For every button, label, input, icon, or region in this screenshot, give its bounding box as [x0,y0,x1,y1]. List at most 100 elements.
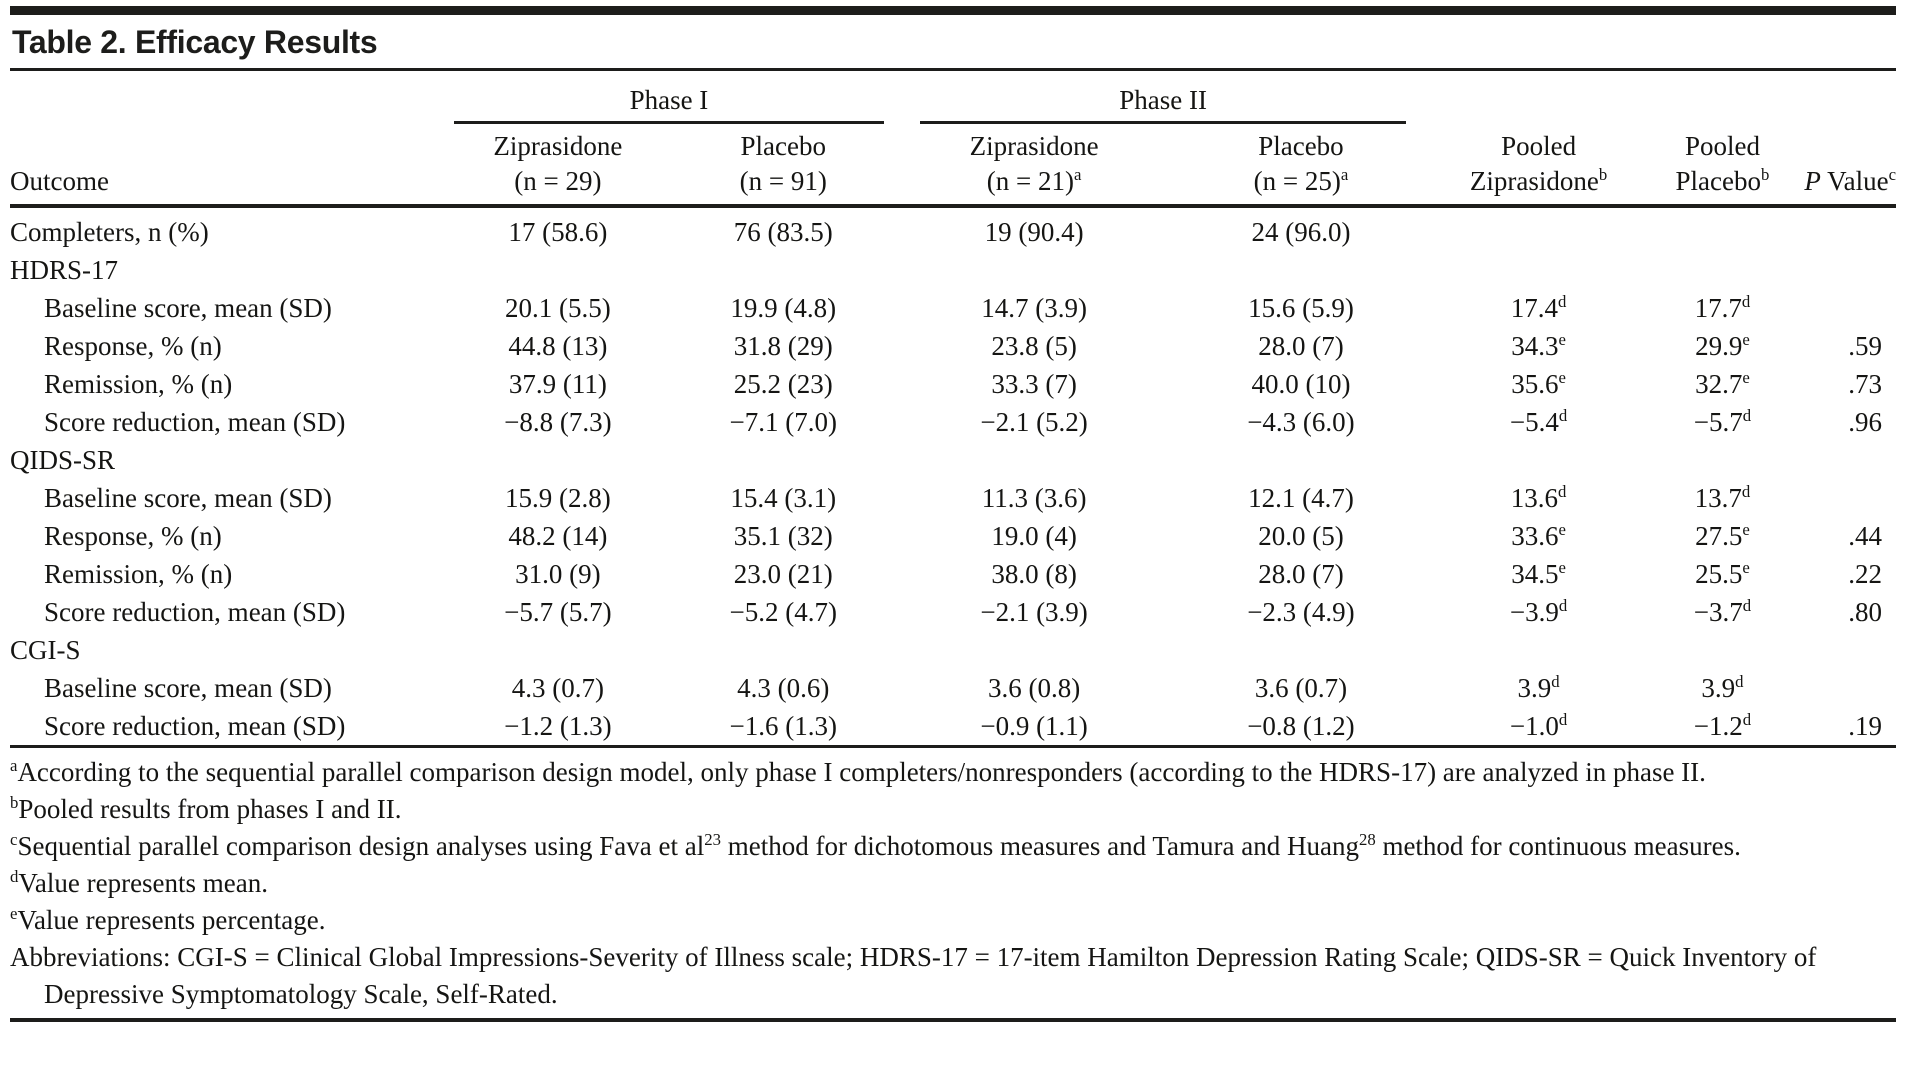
cell-value: 76 (83.5) [733,216,833,247]
cell-footnote-marker: e [1558,367,1566,387]
data-cell: 31.0 (9) [448,555,669,593]
data-cell: 17.7d [1645,289,1800,327]
data-cell: 20.0 (5) [1170,517,1432,555]
cell-footnote-marker: d [1558,595,1568,615]
cell-value: 25.2 (23) [733,368,833,399]
data-cell: 34.5e [1432,555,1645,593]
col-header-line1: Pooled [1501,131,1577,161]
cell-footnote-marker: d [1558,291,1567,311]
cell-footnote-marker: d [1741,481,1751,501]
data-cell [1800,631,1896,669]
footnote-marker: 23 [704,830,721,849]
table-row: Remission, % (n) 37.9 (11) 25.2 (23) 33.3 (… [10,365,1896,403]
data-cell: 33.6e [1432,517,1645,555]
col-header-line1: Placebo [740,131,826,161]
table-row: Completers, n (%) 17 (58.6) 76 (83.5) 19 (9… [10,206,1896,251]
col-header-sup: a [1340,165,1349,184]
cell-value: 19.0 (4) [991,520,1077,551]
page-container: Table 2. Efficacy Results Phase I Phase … [0,6,1906,1022]
cell-footnote-marker: e [1742,367,1750,387]
footnote: dValue represents mean. [10,865,1896,902]
cell-value: 20.1 (5.5) [505,292,611,323]
cell-value: 19.9 (4.8) [730,292,837,323]
data-cell [1800,206,1896,251]
table-title: Table 2. Efficacy Results [12,24,378,60]
footnote-text: method for dichotomous measures and Tamu… [720,831,1359,861]
table-row: Remission, % (n) 31.0 (9) 23.0 (21) 38.0 (8… [10,555,1896,593]
footnote: Abbreviations: CGI-S = Clinical Global I… [10,939,1896,1013]
col-header-sup: a [1073,165,1082,184]
col-header-p-value: P Valuec [1799,129,1896,208]
data-cell: 29.9e [1645,327,1800,365]
table-row: QIDS-SR [10,441,1896,479]
cell-value: 14.7 (3.9) [981,292,1087,323]
data-cell: 28.0 (7) [1170,555,1432,593]
col-header-line1: Ziprasidone [969,131,1099,161]
data-cell: 15.9 (2.8) [448,479,669,517]
cell-footnote-marker: e [1742,519,1750,539]
data-cell [898,631,1170,669]
cell-value: 20.0 (5) [1258,520,1344,551]
table-row: CGI-S [10,631,1896,669]
cell-value: 29.9 [1695,330,1743,361]
data-cell: 27.5e [1645,517,1800,555]
cell-value: 32.7 [1695,368,1743,399]
data-cell: 31.8 (29) [668,327,898,365]
cell-value: −3.7 [1693,596,1743,627]
cell-value: 44.8 (13) [508,330,608,361]
data-cell: .19 [1800,707,1896,745]
data-cell: .44 [1800,517,1896,555]
data-cell: −2.3 (4.9) [1170,593,1432,631]
data-cell: 76 (83.5) [668,206,898,251]
col-header-sup: c [1888,165,1896,184]
data-cell: 11.3 (3.6) [898,479,1170,517]
cell-value: 3.9 [1517,672,1552,703]
cell-footnote-marker: e [1742,329,1750,349]
data-cell: 17.4d [1432,289,1645,327]
phase2-spanner-cell: Phase II [898,71,1432,129]
table-row: Score reduction, mean (SD) −8.8 (7.3) −7.1… [10,403,1896,441]
cell-value: 31.0 (9) [515,558,601,589]
phase1-spanner-label: Phase I [453,85,885,124]
data-cell: 33.3 (7) [898,365,1170,403]
cell-value: 11.3 (3.6) [981,482,1087,513]
cell-value: −5.2 (4.7) [729,596,837,627]
cell-value: −1.2 [1693,710,1743,741]
data-cell: 19 (90.4) [898,206,1170,251]
cell-value: 17.4 [1510,292,1558,323]
data-cell: 19.9 (4.8) [668,289,898,327]
data-cell: 25.2 (23) [668,365,898,403]
spanner-spacer [1800,71,1896,129]
data-cell [1432,251,1645,289]
data-cell [1645,251,1800,289]
row-label: Remission, % (n) [44,368,233,399]
data-cell [668,251,898,289]
cell-value: 15.9 (2.8) [505,482,611,513]
cell-value: 3.6 (0.7) [1254,672,1348,703]
col-header-sup: b [1761,165,1770,184]
data-cell: 35.6e [1432,365,1645,403]
cell-footnote-marker: d [1558,709,1568,729]
cell-footnote-marker: d [1742,709,1752,729]
data-cell [1645,631,1800,669]
table-row: HDRS-17 [10,251,1896,289]
data-cell [1800,441,1896,479]
data-cell [1432,441,1645,479]
data-cell: 23.0 (21) [668,555,898,593]
row-label: Response, % (n) [44,330,222,361]
cell-value: −1.6 (1.3) [729,710,837,741]
data-cell: −2.1 (5.2) [898,403,1170,441]
cell-value: 40.0 (10) [1251,368,1351,399]
cell-value: −1.2 (1.3) [504,710,612,741]
cell-value: −7.1 (7.0) [729,406,837,437]
cell-value: 17.7 [1694,292,1742,323]
data-cell: −2.1 (3.9) [898,593,1170,631]
data-cell: 19.0 (4) [898,517,1170,555]
data-cell: 38.0 (8) [898,555,1170,593]
cell-footnote-marker: e [1742,557,1750,577]
data-cell: .22 [1800,555,1896,593]
col-header-line2: Ziprasidone [1469,166,1599,196]
cell-value: 27.5 [1695,520,1743,551]
cell-value: .22 [1848,558,1882,589]
cell-value: −2.1 (3.9) [980,596,1088,627]
